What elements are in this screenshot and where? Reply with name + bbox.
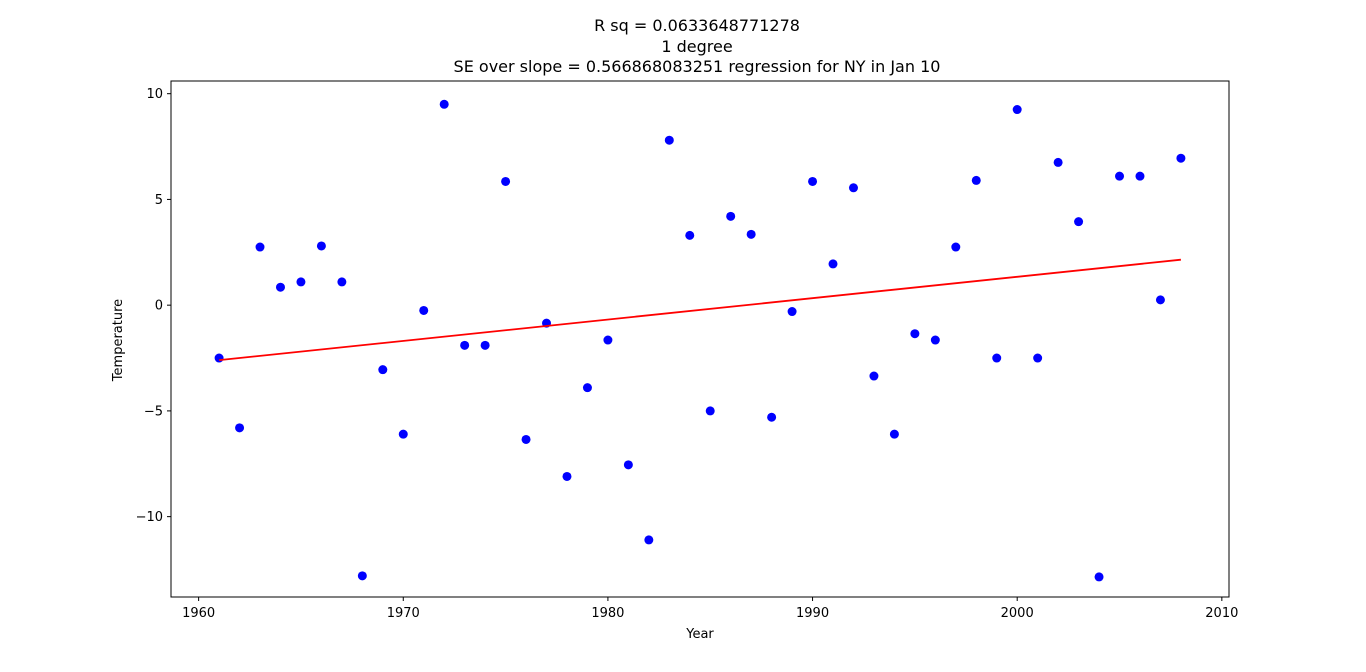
data-point <box>1053 157 1063 167</box>
x-tick-label: 1970 <box>387 606 420 621</box>
data-point <box>357 571 367 581</box>
data-point <box>398 429 408 439</box>
data-point <box>235 423 245 433</box>
data-point <box>685 230 695 240</box>
data-point <box>1135 171 1145 181</box>
data-point <box>1115 171 1125 181</box>
x-tick-label: 1990 <box>796 606 829 621</box>
data-point <box>296 277 306 287</box>
data-point <box>1094 572 1104 582</box>
data-point <box>644 535 654 545</box>
axes-frame <box>170 80 1230 598</box>
data-point <box>869 371 879 381</box>
data-point <box>275 282 285 292</box>
data-point <box>1074 217 1084 227</box>
data-point <box>1012 105 1022 115</box>
data-point <box>562 471 572 481</box>
data-point <box>255 242 265 252</box>
y-tick-label: −5 <box>144 404 163 419</box>
y-tick-label: 10 <box>146 87 163 102</box>
data-point <box>726 211 736 221</box>
data-point <box>480 340 490 350</box>
regression-line <box>218 258 1182 362</box>
data-point <box>316 241 326 251</box>
data-point <box>1155 295 1165 305</box>
data-point <box>951 242 961 252</box>
data-point <box>930 335 940 345</box>
title-line-rsq: R sq = 0.0633648771278 <box>594 16 800 35</box>
data-point <box>460 340 470 350</box>
data-point <box>767 412 777 422</box>
title-line-se: SE over slope = 0.566868083251 regressio… <box>454 57 941 76</box>
data-point <box>439 99 449 109</box>
x-tick-label: 2010 <box>1205 606 1238 621</box>
plot-area: 1960 1970 1980 1990 2000 2010 −10 −5 0 5 10 <box>136 80 1238 621</box>
data-point <box>808 176 818 186</box>
data-point <box>664 135 674 145</box>
x-tick-label: 1980 <box>591 606 624 621</box>
data-point <box>889 429 899 439</box>
data-point <box>787 307 797 317</box>
x-tick-label: 1960 <box>182 606 215 621</box>
data-point <box>214 353 224 363</box>
data-point <box>1176 153 1186 163</box>
data-point <box>705 406 715 416</box>
data-point <box>848 183 858 193</box>
data-point <box>521 434 531 444</box>
y-tick-label: 0 <box>155 299 163 314</box>
data-point <box>501 176 511 186</box>
data-point <box>623 460 633 470</box>
data-point <box>910 329 920 339</box>
y-tick-label: 5 <box>155 193 163 208</box>
data-point <box>337 277 347 287</box>
data-point <box>992 353 1002 363</box>
title-line-degree: 1 degree <box>661 37 732 56</box>
y-axis-label: Temperature <box>111 299 126 382</box>
x-tick-label: 2000 <box>1001 606 1034 621</box>
data-point <box>971 175 981 185</box>
data-point <box>828 259 838 269</box>
data-point <box>582 383 592 393</box>
y-tick-label: −10 <box>136 510 163 525</box>
x-axis-label: Year <box>685 627 714 642</box>
data-point <box>1033 353 1043 363</box>
data-point <box>603 335 613 345</box>
data-point <box>746 229 756 239</box>
data-point <box>378 365 388 375</box>
chart-title: R sq = 0.0633648771278 1 degree SE over … <box>454 16 941 76</box>
data-point <box>419 305 429 315</box>
